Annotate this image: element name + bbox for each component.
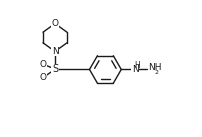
Text: O: O	[39, 73, 46, 82]
Text: H: H	[133, 61, 139, 70]
Text: O: O	[51, 19, 58, 28]
Text: N: N	[51, 47, 58, 56]
Text: NH: NH	[148, 63, 161, 72]
Text: S: S	[52, 65, 58, 75]
Text: N: N	[131, 65, 138, 74]
Text: O: O	[39, 60, 46, 68]
Text: 2: 2	[154, 70, 157, 75]
